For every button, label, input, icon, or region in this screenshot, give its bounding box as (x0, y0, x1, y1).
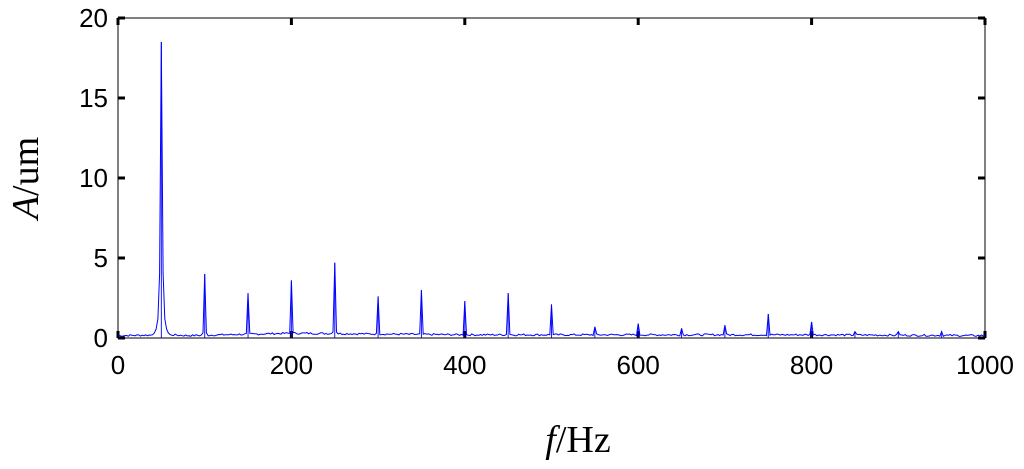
x-tick-label: 1000 (956, 350, 1014, 380)
x-tick-labels: 0 200 400 600 800 1000 (111, 350, 1014, 380)
x-tick-label: 0 (111, 350, 125, 380)
x-tick-label: 600 (617, 350, 660, 380)
spectrum-line (117, 41, 986, 338)
plot-frame (117, 17, 986, 339)
x-axis-label: f/Hz (545, 419, 610, 461)
y-axis-label: A/um (5, 137, 47, 222)
y-tick-label: 15 (79, 83, 108, 113)
y-tick-label: 5 (94, 243, 108, 273)
x-tick-label: 800 (790, 350, 833, 380)
y-tick-labels: 0 5 10 15 20 (79, 3, 108, 353)
x-tick-label: 400 (443, 350, 486, 380)
y-tick-label: 10 (79, 163, 108, 193)
x-axis-label-unit: /Hz (556, 419, 611, 461)
x-tick-label: 200 (270, 350, 313, 380)
y-axis-label-unit: /um (5, 137, 47, 196)
series-group (117, 41, 986, 338)
tick-marks (116, 16, 987, 340)
y-axis-label-italic: A (5, 195, 47, 222)
y-tick-label: 20 (79, 3, 108, 33)
y-tick-label: 0 (94, 323, 108, 353)
plot-area (116, 16, 987, 340)
